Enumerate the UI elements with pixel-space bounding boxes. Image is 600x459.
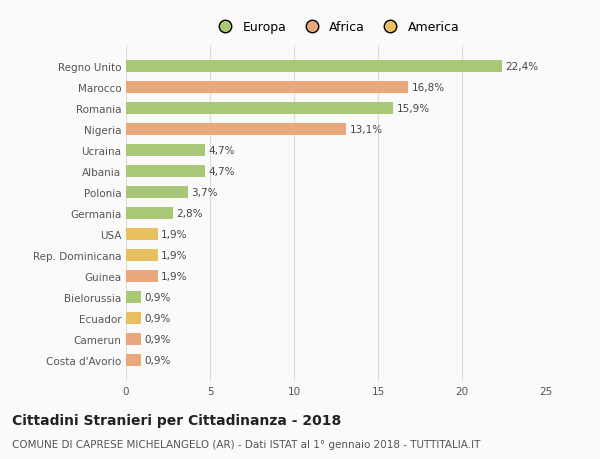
Text: COMUNE DI CAPRESE MICHELANGELO (AR) - Dati ISTAT al 1° gennaio 2018 - TUTTITALIA: COMUNE DI CAPRESE MICHELANGELO (AR) - Da… — [12, 440, 481, 449]
Bar — [126, 313, 141, 324]
Text: 1,9%: 1,9% — [161, 230, 188, 239]
Bar — [126, 250, 158, 261]
Text: 0,9%: 0,9% — [145, 355, 171, 365]
Bar — [126, 354, 141, 366]
Bar — [126, 229, 158, 240]
Bar — [126, 187, 188, 198]
Bar — [126, 166, 205, 177]
Text: 16,8%: 16,8% — [412, 83, 445, 93]
Legend: Europa, Africa, America: Europa, Africa, America — [210, 19, 462, 37]
Bar — [126, 291, 141, 303]
Text: 4,7%: 4,7% — [208, 146, 235, 156]
Text: 0,9%: 0,9% — [145, 292, 171, 302]
Text: 4,7%: 4,7% — [208, 167, 235, 177]
Text: 22,4%: 22,4% — [506, 62, 539, 72]
Text: 3,7%: 3,7% — [191, 188, 218, 197]
Text: Cittadini Stranieri per Cittadinanza - 2018: Cittadini Stranieri per Cittadinanza - 2… — [12, 414, 341, 428]
Bar — [126, 333, 141, 345]
Text: 1,9%: 1,9% — [161, 271, 188, 281]
Text: 1,9%: 1,9% — [161, 250, 188, 260]
Text: 2,8%: 2,8% — [176, 208, 203, 218]
Bar — [126, 103, 393, 114]
Bar — [126, 124, 346, 135]
Text: 0,9%: 0,9% — [145, 334, 171, 344]
Text: 15,9%: 15,9% — [397, 104, 430, 114]
Bar — [126, 145, 205, 157]
Text: 13,1%: 13,1% — [349, 125, 383, 134]
Bar — [126, 61, 502, 73]
Bar — [126, 270, 158, 282]
Text: 0,9%: 0,9% — [145, 313, 171, 323]
Bar — [126, 207, 173, 219]
Bar — [126, 82, 408, 94]
